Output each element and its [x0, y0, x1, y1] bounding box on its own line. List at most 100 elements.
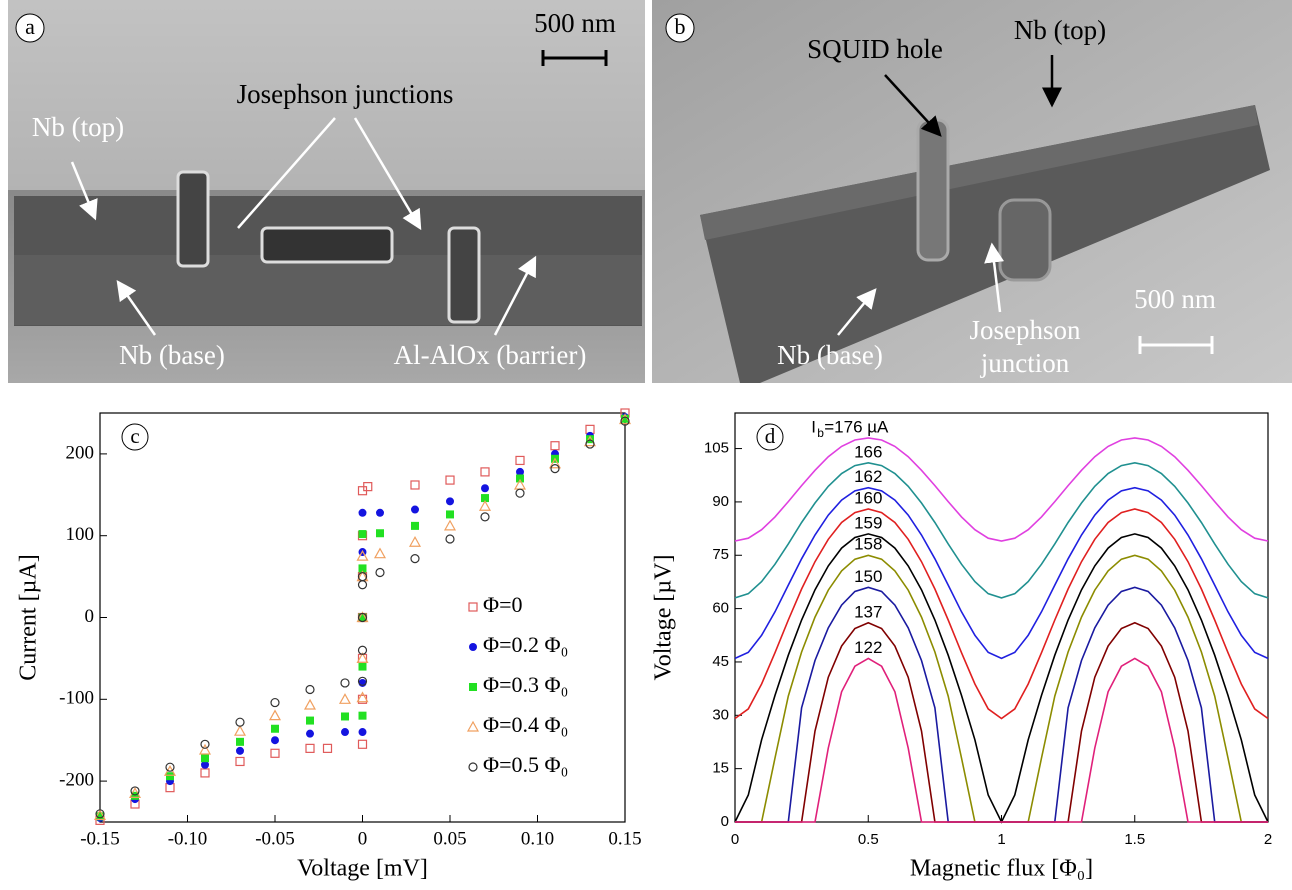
marker [515, 455, 525, 466]
scale-bar [1138, 336, 1214, 354]
marker [358, 711, 367, 720]
y-tick-label: 0 [721, 813, 729, 830]
arrow [884, 74, 942, 137]
legend-marker [468, 602, 478, 612]
y-axis-title: Voltage [µV] [651, 554, 677, 680]
curve [735, 621, 1268, 823]
curve-label: =176 µA [824, 417, 889, 436]
annotation: Nb (top) [1014, 15, 1106, 45]
panel-b: b SQUID hole Nb (top) 500 nm Nb (base) J… [652, 0, 1292, 383]
junction [176, 170, 210, 268]
marker [357, 645, 368, 655]
marker [201, 754, 209, 763]
annotation: Josephson [969, 315, 1081, 345]
marker [446, 510, 454, 519]
marker [411, 505, 419, 514]
marker [306, 716, 314, 725]
x-tick-label: 0.05 [433, 828, 466, 849]
curve-label: 160 [854, 489, 882, 508]
curve-label: 166 [854, 442, 882, 461]
y-tick-label: 75 [712, 546, 729, 563]
scale-bar-label: 500 nm [1134, 284, 1216, 314]
marker [358, 728, 367, 737]
marker [235, 717, 245, 727]
junction [916, 118, 950, 262]
marker [358, 613, 367, 622]
marker [373, 547, 387, 559]
marker [408, 536, 422, 547]
marker [516, 474, 524, 483]
curve [734, 486, 1269, 660]
x-tick-label: 0.5 [858, 831, 879, 848]
marker [586, 435, 594, 444]
y-tick-label: 200 [66, 442, 95, 463]
marker [341, 712, 349, 721]
y-tick-label: 90 [712, 493, 729, 510]
marker [128, 787, 142, 798]
marker [271, 724, 279, 733]
annotation: Nb (top) [32, 112, 124, 142]
curve [734, 508, 1269, 720]
marker [358, 564, 367, 573]
marker [130, 786, 140, 796]
curve [735, 586, 1268, 823]
charts: -0.15 -0.10 -0.05 0 0.05 0.10 0.15-200-1000100… [16, 408, 1272, 882]
marker [165, 762, 175, 772]
x-tick-label: 0.15 [608, 828, 641, 849]
annotation: Josephson junctions [237, 79, 454, 109]
marker [305, 684, 315, 695]
marker [363, 482, 373, 492]
marker [618, 413, 632, 425]
arrow [984, 242, 1005, 313]
panel-badge [756, 423, 784, 451]
curve [735, 657, 1268, 823]
marker [478, 500, 492, 511]
marker [322, 743, 333, 753]
sem-background [8, 0, 645, 190]
marker [341, 728, 349, 737]
marker [236, 746, 244, 755]
marker [515, 488, 525, 498]
marker [166, 772, 174, 781]
panel-label: d [765, 424, 776, 448]
x-tick-label: 0.10 [521, 828, 554, 849]
arrow [116, 279, 157, 336]
curve [735, 554, 1268, 823]
curve-label: 158 [854, 535, 882, 554]
curve-label: 150 [854, 567, 882, 586]
x-tick-label: -0.05 [255, 828, 295, 849]
legend-marker [469, 683, 477, 691]
marker [358, 508, 367, 517]
marker [356, 691, 369, 703]
marker [375, 567, 385, 578]
marker [306, 729, 314, 738]
marker [410, 554, 420, 564]
arrow [493, 255, 537, 336]
panel-a: a 500 nm Josephson junctions Nb (top) Nb… [8, 0, 645, 383]
curve-label: 159 [854, 513, 882, 532]
marker [235, 756, 245, 767]
y-tick-label: 30 [712, 706, 729, 723]
y-tick-label: -200 [59, 769, 94, 790]
y-tick-label: 15 [712, 760, 729, 777]
marker [445, 534, 455, 544]
legend-marker [469, 643, 477, 651]
x-axis-title: Magnetic flux [Φ₀] [910, 856, 1093, 882]
y-tick-label: 105 [704, 440, 729, 457]
y-tick-label: 100 [66, 524, 95, 545]
legend-label: Φ=0.4 Φ₀ [483, 712, 568, 737]
annotation: Nb (base) [119, 340, 225, 370]
marker [356, 549, 369, 561]
marker [445, 475, 455, 485]
panel-badge [121, 423, 149, 451]
legend-label: Φ=0.2 Φ₀ [483, 632, 568, 657]
marker [480, 512, 490, 522]
marker [340, 678, 350, 688]
marker [376, 508, 384, 517]
marker [357, 612, 368, 623]
marker [481, 484, 489, 493]
marker [268, 709, 282, 721]
curve-label: 122 [854, 638, 882, 657]
